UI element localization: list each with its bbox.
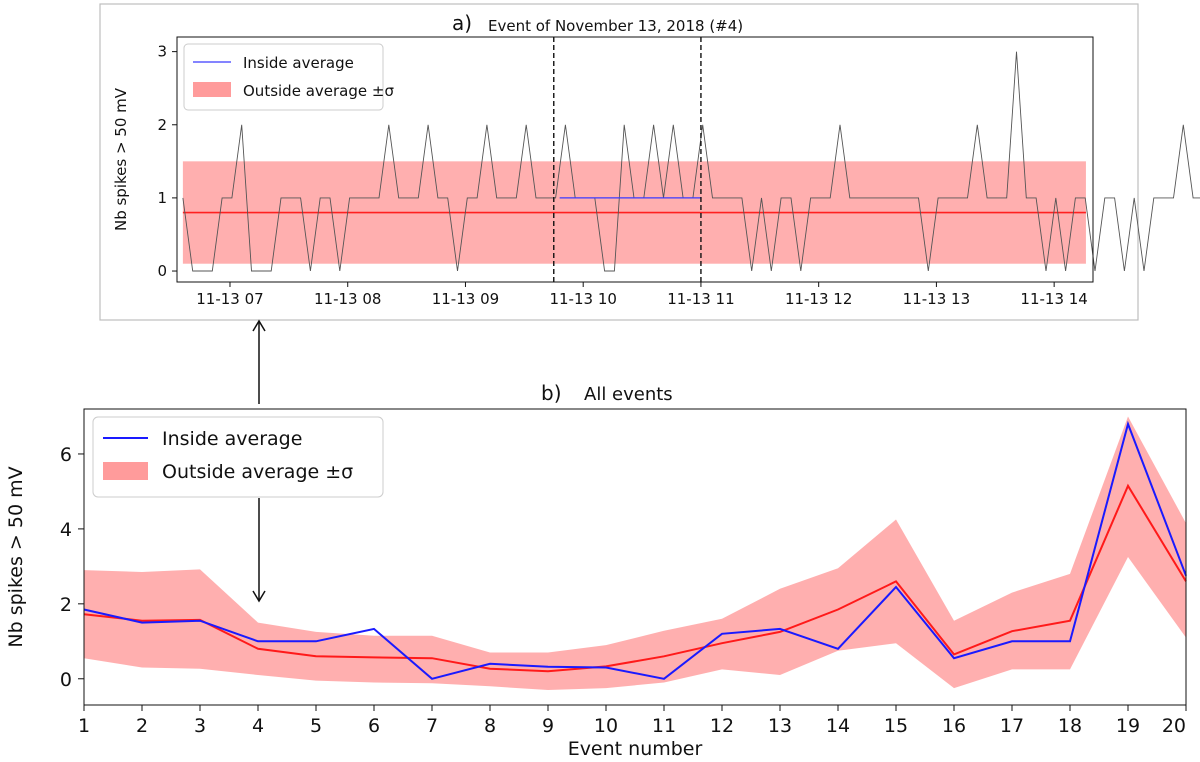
y-tick-label: 1	[157, 189, 167, 207]
x-tick-label: 19	[1116, 715, 1140, 737]
x-tick-label: 11-13 11	[667, 290, 734, 308]
panel-b-title: All events	[584, 384, 673, 405]
legend-box	[92, 416, 384, 498]
outside-average-line	[83, 483, 1187, 673]
legend-outside-swatch	[193, 82, 231, 97]
outside-sigma-band	[84, 416, 1186, 690]
legend-box	[183, 43, 384, 111]
x-tick-label: 5	[310, 715, 322, 737]
panel-b-axes	[83, 408, 1187, 706]
legend-inside-label: Inside average	[243, 54, 354, 72]
x-tick-label: 11-13 12	[785, 290, 852, 308]
y-axis-label: Nb spikes > 50 mV	[112, 87, 130, 231]
panel-b-label: b)	[541, 381, 562, 405]
y-tick-label: 4	[60, 519, 72, 541]
x-tick-label: 11-13 10	[549, 290, 616, 308]
legend: Inside average Outside average ±σ	[92, 416, 384, 498]
y-axis-label: Nb spikes > 50 mV	[5, 466, 27, 647]
panel-a-title: Event of November 13, 2018 (#4)	[488, 17, 743, 35]
panel-a-label: a)	[452, 11, 472, 35]
legend: Inside average Outside average ±σ	[183, 43, 394, 111]
x-tick-label: 20	[1162, 715, 1186, 737]
x-tick-label: 1	[78, 715, 90, 737]
link-arrow	[252, 319, 266, 603]
x-tick-label: 6	[368, 715, 380, 737]
x-tick-label: 2	[136, 715, 148, 737]
inside-average-line	[83, 420, 1187, 680]
y-tick-label: 2	[157, 116, 167, 134]
x-tick-label: 11-13 08	[314, 290, 381, 308]
x-tick-label: 18	[1058, 715, 1082, 737]
x-tick-label: 10	[594, 715, 618, 737]
x-tick-label: 12	[710, 715, 734, 737]
y-tick-label: 0	[157, 262, 167, 280]
legend-inside-label: Inside average	[162, 428, 302, 450]
y-tick-label: 3	[157, 43, 167, 61]
x-tick-label: 11-13 09	[432, 290, 499, 308]
x-tick-label: 13	[768, 715, 792, 737]
x-tick-label: 3	[194, 715, 206, 737]
x-tick-label: 11-13 13	[903, 290, 970, 308]
spike-count-series	[182, 51, 1200, 272]
legend-outside-label: Outside average ±σ	[243, 82, 394, 100]
y-tick-label: 0	[60, 669, 72, 691]
legend-outside-label: Outside average ±σ	[162, 461, 353, 483]
x-tick-label: 4	[252, 715, 264, 737]
panel-a-chart: 0 1 2 3 11-13 07 11-13 08 11-13 09 11-13 10 11-1…	[112, 36, 1200, 308]
x-tick-label: 8	[484, 715, 496, 737]
panel-a-axes	[176, 36, 1094, 283]
y-tick-label: 6	[60, 444, 72, 466]
y-tick-label: 2	[60, 594, 72, 616]
x-tick-label: 11	[652, 715, 676, 737]
x-axis-label: Event number	[568, 738, 703, 760]
x-tick-label: 11-13 07	[196, 290, 263, 308]
x-tick-label: 7	[426, 715, 438, 737]
legend-outside-swatch	[103, 462, 148, 480]
x-tick-label: 11-13 14	[1020, 290, 1087, 308]
x-tick-label: 9	[542, 715, 554, 737]
x-tick-label: 15	[884, 715, 908, 737]
x-tick-label: 14	[826, 715, 850, 737]
x-tick-label: 17	[1000, 715, 1024, 737]
x-tick-label: 16	[942, 715, 966, 737]
